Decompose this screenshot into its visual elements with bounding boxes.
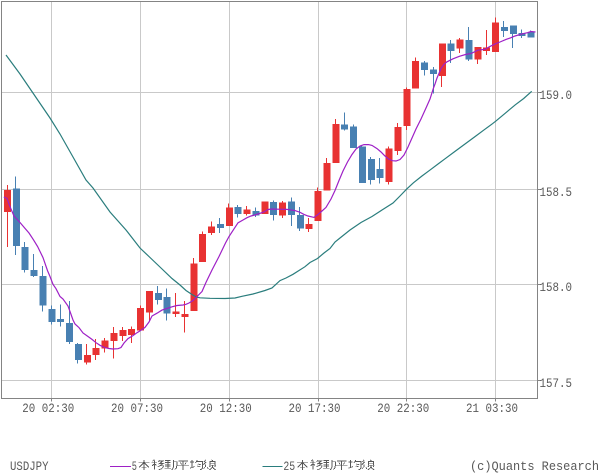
svg-text:(c)Quants Research: (c)Quants Research	[470, 459, 599, 474]
svg-text:20 17:30: 20 17:30	[289, 401, 341, 416]
svg-text:5: 5	[132, 459, 137, 474]
svg-text:157.5: 157.5	[540, 376, 573, 391]
svg-text:158.5: 158.5	[540, 185, 573, 200]
svg-text:20 07:30: 20 07:30	[111, 401, 163, 416]
svg-text:159.0: 159.0	[540, 88, 573, 103]
svg-text:20 22:30: 20 22:30	[377, 401, 429, 416]
svg-text:USDJPY: USDJPY	[10, 459, 49, 474]
svg-text:20 02:30: 20 02:30	[22, 401, 74, 416]
svg-text:21 03:30: 21 03:30	[466, 401, 518, 416]
svg-text:158.0: 158.0	[540, 280, 573, 295]
svg-text:25: 25	[283, 459, 295, 474]
svg-text:20 12:30: 20 12:30	[200, 401, 252, 416]
